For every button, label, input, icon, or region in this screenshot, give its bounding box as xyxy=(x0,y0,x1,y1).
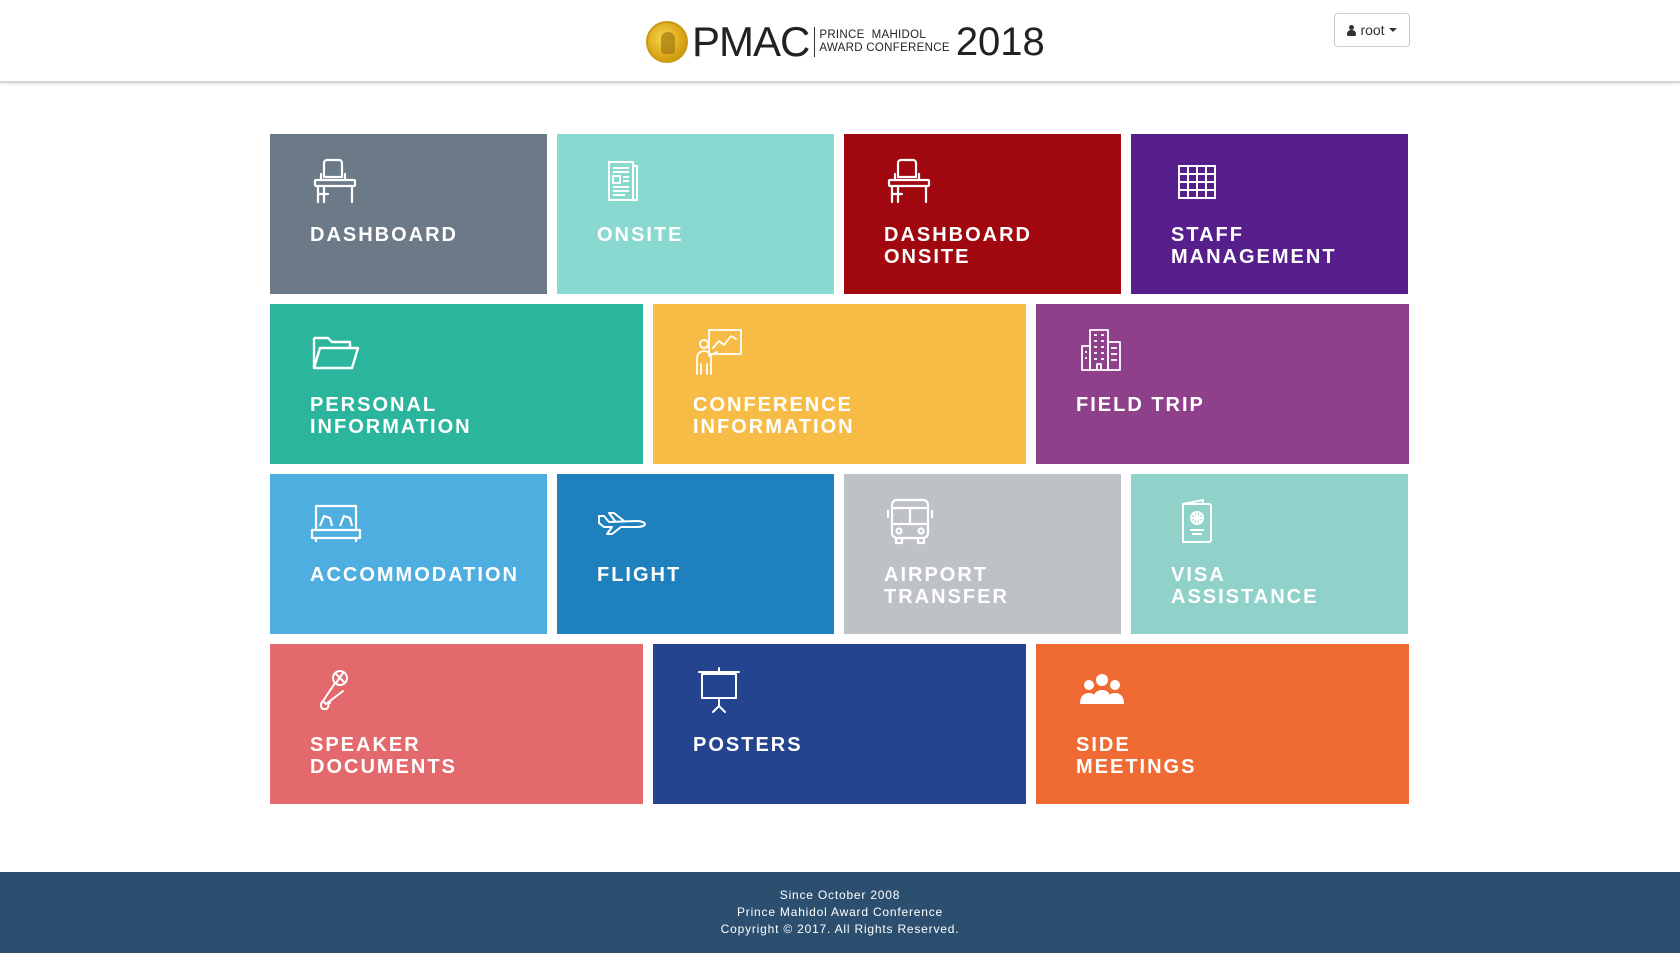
tile-label: FLIGHT xyxy=(597,564,827,586)
tile-label-line1: DASHBOARD xyxy=(884,224,1032,246)
tile-label: AIRPORT TRANSFER xyxy=(884,564,1114,608)
tile-label-line1: ACCOMMODATION xyxy=(310,564,519,586)
tile-label-line1: SPEAKER xyxy=(310,734,421,756)
tile-label: FIELD TRIP xyxy=(1076,394,1306,416)
page-footer: Since October 2008 Prince Mahidol Award … xyxy=(0,872,1680,953)
royal-seal-icon xyxy=(646,21,688,63)
bus-icon xyxy=(884,496,936,546)
tile-label: SIDE MEETINGS xyxy=(1076,734,1306,778)
tile-label-line2: MEETINGS xyxy=(1076,756,1197,778)
tile-dashboard-onsite[interactable]: DASHBOARD ONSITE xyxy=(844,134,1121,294)
tile-airport-transfer[interactable]: AIRPORT TRANSFER xyxy=(844,474,1121,634)
tile-label-line2: ASSISTANCE xyxy=(1171,586,1319,608)
building-icon xyxy=(1076,326,1128,376)
tile-label-line1: FIELD TRIP xyxy=(1076,394,1205,416)
tile-label: POSTERS xyxy=(693,734,923,756)
user-menu-button[interactable]: root xyxy=(1334,13,1410,47)
desk-chair-icon xyxy=(310,156,362,206)
top-header: PMAC PRINCE MAHIDOL AWARD CONFERENCE 201… xyxy=(0,0,1680,83)
tile-label-line2: TRANSFER xyxy=(884,586,1009,608)
group-icon xyxy=(1076,666,1128,716)
user-menu-label: root xyxy=(1360,22,1385,38)
tile-label-line1: ONSITE xyxy=(597,224,684,246)
tile-label: DASHBOARD ONSITE xyxy=(884,224,1114,268)
tile-label-line1: AIRPORT xyxy=(884,564,988,586)
tile-label-line2: INFORMATION xyxy=(310,416,472,438)
tile-label-line2: ONSITE xyxy=(884,246,971,268)
tile-label-line2: MANAGEMENT xyxy=(1171,246,1337,268)
footer-copyright: Copyright © 2017. All Rights Reserved. xyxy=(720,922,960,936)
user-icon xyxy=(1347,24,1357,36)
microphone-icon xyxy=(310,666,362,716)
presentation-icon xyxy=(693,326,745,376)
tile-label: ONSITE xyxy=(597,224,827,246)
folder-icon xyxy=(310,326,362,376)
tile-label: STAFF MANAGEMENT xyxy=(1171,224,1401,268)
tile-accommodation[interactable]: ACCOMMODATION xyxy=(270,474,547,634)
footer-since: Since October 2008 xyxy=(779,888,901,902)
tile-label-line2: DOCUMENTS xyxy=(310,756,457,778)
tile-dashboard[interactable]: DASHBOARD xyxy=(270,134,547,294)
footer-org-name: Prince Mahidol Award Conference xyxy=(736,905,943,919)
tile-flight[interactable]: FLIGHT xyxy=(557,474,834,634)
tile-label: SPEAKER DOCUMENTS xyxy=(310,734,540,778)
tile-field-trip[interactable]: FIELD TRIP xyxy=(1036,304,1409,464)
airplane-icon xyxy=(597,496,649,546)
tile-visa-assistance[interactable]: VISA ASSISTANCE xyxy=(1131,474,1408,634)
tile-label: DASHBOARD xyxy=(310,224,540,246)
logo-divider xyxy=(814,27,816,57)
pmac-logo[interactable]: PMAC PRINCE MAHIDOL AWARD CONFERENCE 201… xyxy=(646,18,1045,66)
logo-subtitle-line1: PRINCE MAHIDOL xyxy=(819,29,927,41)
caret-down-icon xyxy=(1388,28,1397,32)
tile-label-line1: SIDE xyxy=(1076,734,1131,756)
tile-posters[interactable]: POSTERS xyxy=(653,644,1026,804)
tile-label: PERSONAL INFORMATION xyxy=(310,394,540,438)
tile-personal-information[interactable]: PERSONAL INFORMATION xyxy=(270,304,643,464)
logo-subtitle-line2: AWARD CONFERENCE xyxy=(819,42,950,54)
tile-label-line1: VISA xyxy=(1171,564,1226,586)
tile-label: VISA ASSISTANCE xyxy=(1171,564,1401,608)
projector-screen-icon xyxy=(693,666,745,716)
tile-label-line1: PERSONAL xyxy=(310,394,438,416)
tile-speaker-documents[interactable]: SPEAKER DOCUMENTS xyxy=(270,644,643,804)
logo-brand: PMAC xyxy=(692,18,810,65)
tile-label-line1: POSTERS xyxy=(693,734,803,756)
tile-label-line1: FLIGHT xyxy=(597,564,682,586)
tile-label: ACCOMMODATION xyxy=(310,564,540,586)
tile-label: CONFERENCE INFORMATION xyxy=(693,394,923,438)
newspaper-icon xyxy=(597,156,649,206)
tile-label-line1: STAFF xyxy=(1171,224,1244,246)
logo-year: 2018 xyxy=(955,20,1045,64)
logo-subtitle: PRINCE MAHIDOL AWARD CONFERENCE xyxy=(819,29,949,55)
tile-label-line1: DASHBOARD xyxy=(310,224,458,246)
tile-conference-information[interactable]: CONFERENCE INFORMATION xyxy=(653,304,1026,464)
grid-icon xyxy=(1171,156,1223,206)
tile-side-meetings[interactable]: SIDE MEETINGS xyxy=(1036,644,1409,804)
tile-label-line2: INFORMATION xyxy=(693,416,855,438)
tile-onsite[interactable]: ONSITE xyxy=(557,134,834,294)
tile-label-line1: CONFERENCE xyxy=(693,394,854,416)
desk-chair-icon xyxy=(884,156,936,206)
tile-staff-management[interactable]: STAFF MANAGEMENT xyxy=(1131,134,1408,294)
bed-icon xyxy=(310,496,362,546)
passport-icon xyxy=(1171,496,1223,546)
